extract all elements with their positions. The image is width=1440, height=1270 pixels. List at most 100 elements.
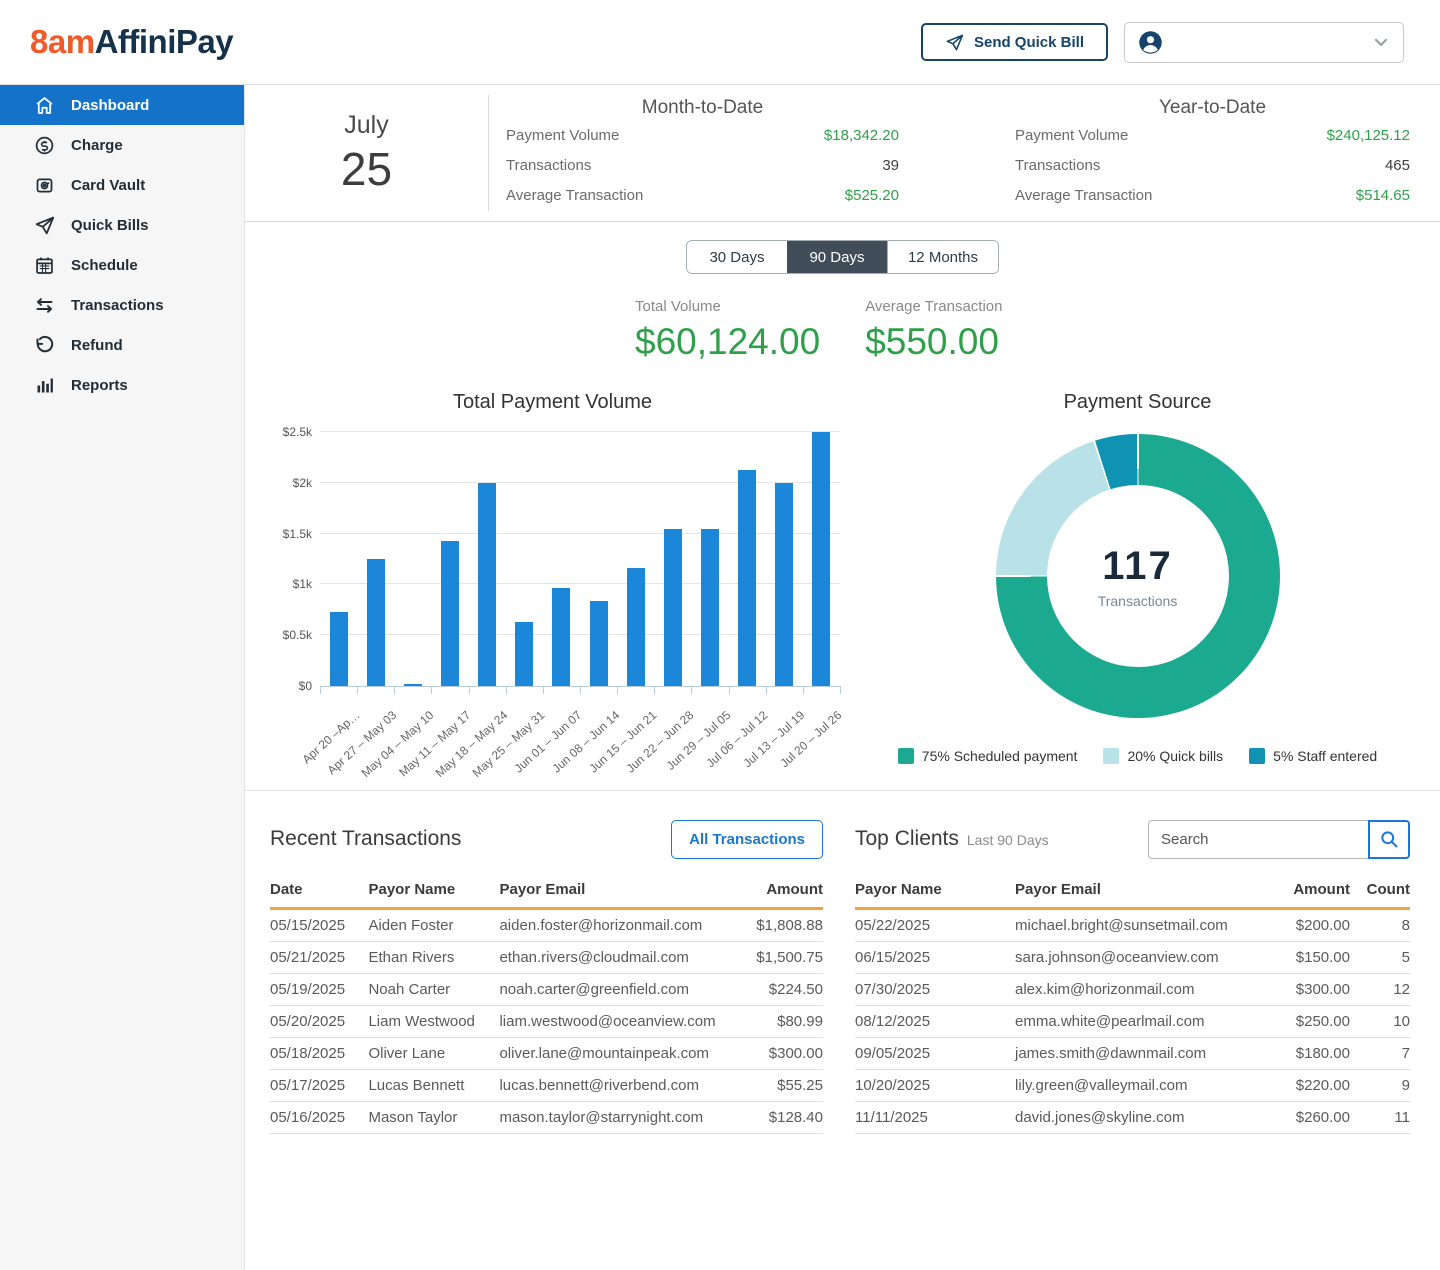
table-cell: 05/22/2025 [855,909,1015,942]
table-cell: 12 [1350,974,1410,1006]
payment-volume-chart: Total Payment Volume Apr 20 –Ap…Apr 27 –… [245,391,835,764]
bar [478,483,496,686]
axis-tick [617,686,618,694]
table-cell: noah.carter@greenfield.com [499,974,715,1006]
top-clients-title: Top Clients [855,827,959,851]
table-row: 08/12/2025emma.white@pearlmail.com$250.0… [855,1006,1410,1038]
search-button[interactable] [1368,820,1410,859]
table-cell: 05/18/2025 [270,1038,368,1070]
table-cell: Ethan Rivers [368,942,499,974]
sidebar-item-reports[interactable]: Reports [0,365,244,405]
axis-tick [654,686,655,694]
gridline [320,583,840,584]
table-cell: $180.00 [1250,1038,1350,1070]
column-header: Amount [1250,875,1350,909]
sidebar-item-dashboard[interactable]: Dashboard [0,85,244,125]
table-row: 09/05/2025james.smith@dawnmail.com$180.0… [855,1038,1410,1070]
stat-label: Average Transaction [1015,187,1152,204]
tab-12-months[interactable]: 12 Months [887,241,998,273]
legend-swatch [898,748,914,764]
table-cell: aiden.foster@horizonmail.com [499,909,715,942]
sidebar-item-refund[interactable]: Refund [0,325,244,365]
axis-tick [320,686,321,694]
table-cell: Mason Taylor [368,1102,499,1134]
sidebar-item-quick-bills[interactable]: Quick Bills [0,205,244,245]
table-cell: $128.40 [716,1102,823,1134]
bar [330,612,348,686]
table-cell: 11/11/2025 [855,1102,1015,1134]
search-input[interactable] [1148,820,1368,859]
top-clients-section: Top Clients Last 90 Days Payor NamePayor… [855,817,1410,1134]
average-transaction-block: Average Transaction $550.00 [865,298,1002,363]
stat-label: Payment Volume [1015,127,1128,144]
year-to-date-panel: Year-to-Date Payment Volume$240,125.12Tr… [944,85,1440,221]
table-cell: 07/30/2025 [855,974,1015,1006]
stat-label: Average Transaction [506,187,643,204]
user-avatar-icon [1137,29,1164,56]
all-transactions-button[interactable]: All Transactions [671,820,823,859]
sidebar-item-transactions[interactable]: Transactions [0,285,244,325]
table-cell: 05/17/2025 [270,1070,368,1102]
table-row: 05/19/2025Noah Carternoah.carter@greenfi… [270,974,823,1006]
legend-label: 75% Scheduled payment [922,748,1078,764]
vault-icon [34,175,55,196]
recent-transactions-section: Recent Transactions All Transactions Dat… [270,817,823,1134]
donut-center-label: Transactions [1098,593,1178,609]
bar [552,588,570,686]
table-cell: 05/15/2025 [270,909,368,942]
table-row: 05/18/2025Oliver Laneoliver.lane@mountai… [270,1038,823,1070]
table-cell: $300.00 [1250,974,1350,1006]
column-header: Date [270,875,368,909]
table-cell: $260.00 [1250,1102,1350,1134]
tab-30-days[interactable]: 30 Days [687,241,787,273]
table-cell: lucas.bennett@riverbend.com [499,1070,715,1102]
y-axis-tick-label: $1.5k [266,527,312,541]
y-axis-tick-label: $0 [266,679,312,693]
sidebar-item-schedule[interactable]: Schedule [0,245,244,285]
donut-ring: 117 Transactions [996,434,1280,718]
table-row: 05/17/2025Lucas Bennettlucas.bennett@riv… [270,1070,823,1102]
total-volume-block: Total Volume $60,124.00 [635,298,820,363]
logo-8am: 8am [30,23,95,61]
date-panel: July 25 [245,85,488,221]
table-cell: $300.00 [716,1038,823,1070]
send-quick-bill-button[interactable]: Send Quick Bill [921,23,1108,61]
gridline [320,431,840,432]
table-cell: $80.99 [716,1006,823,1038]
table-cell: 11 [1350,1102,1410,1134]
table-cell: sara.johnson@oceanview.com [1015,942,1250,974]
tab-90-days[interactable]: 90 Days [787,241,887,273]
divider [245,790,1440,791]
sidebar-item-card-vault[interactable]: Card Vault [0,165,244,205]
recent-transactions-table: DatePayor NamePayor EmailAmount 05/15/20… [270,875,823,1134]
stat-label: Payment Volume [506,127,619,144]
table-cell: $150.00 [1250,942,1350,974]
stat-value: $240,125.12 [1327,127,1410,144]
table-cell: lily.green@valleymail.com [1015,1070,1250,1102]
legend-label: 20% Quick bills [1127,748,1223,764]
table-cell: michael.bright@sunsetmail.com [1015,909,1250,942]
table-cell: 05/16/2025 [270,1102,368,1134]
payment-source-chart: Payment Source 117 Transactions 75% Sche… [835,391,1440,764]
bar [590,601,608,686]
sidebar-item-charge[interactable]: Charge [0,125,244,165]
axis-tick [543,686,544,694]
bar [775,483,793,686]
stat-row: Transactions465 [1015,157,1410,187]
gridline [320,482,840,483]
table-cell: 9 [1350,1070,1410,1102]
column-header: Payor Email [499,875,715,909]
sidebar-nav: DashboardChargeCard VaultQuick BillsSche… [0,85,245,1270]
account-dropdown[interactable] [1124,22,1404,63]
transfer-arrows-icon [34,295,55,316]
bar-chart-title: Total Payment Volume [270,391,835,414]
calendar-icon [34,255,55,276]
table-cell: emma.white@pearlmail.com [1015,1006,1250,1038]
search-icon [1379,829,1399,849]
column-header: Payor Email [1015,875,1250,909]
axis-tick [729,686,730,694]
table-row: 05/21/2025Ethan Riversethan.rivers@cloud… [270,942,823,974]
bar [627,568,645,686]
table-cell: 05/20/2025 [270,1006,368,1038]
top-header: 8amAffiniPay Send Quick Bill [0,0,1440,85]
